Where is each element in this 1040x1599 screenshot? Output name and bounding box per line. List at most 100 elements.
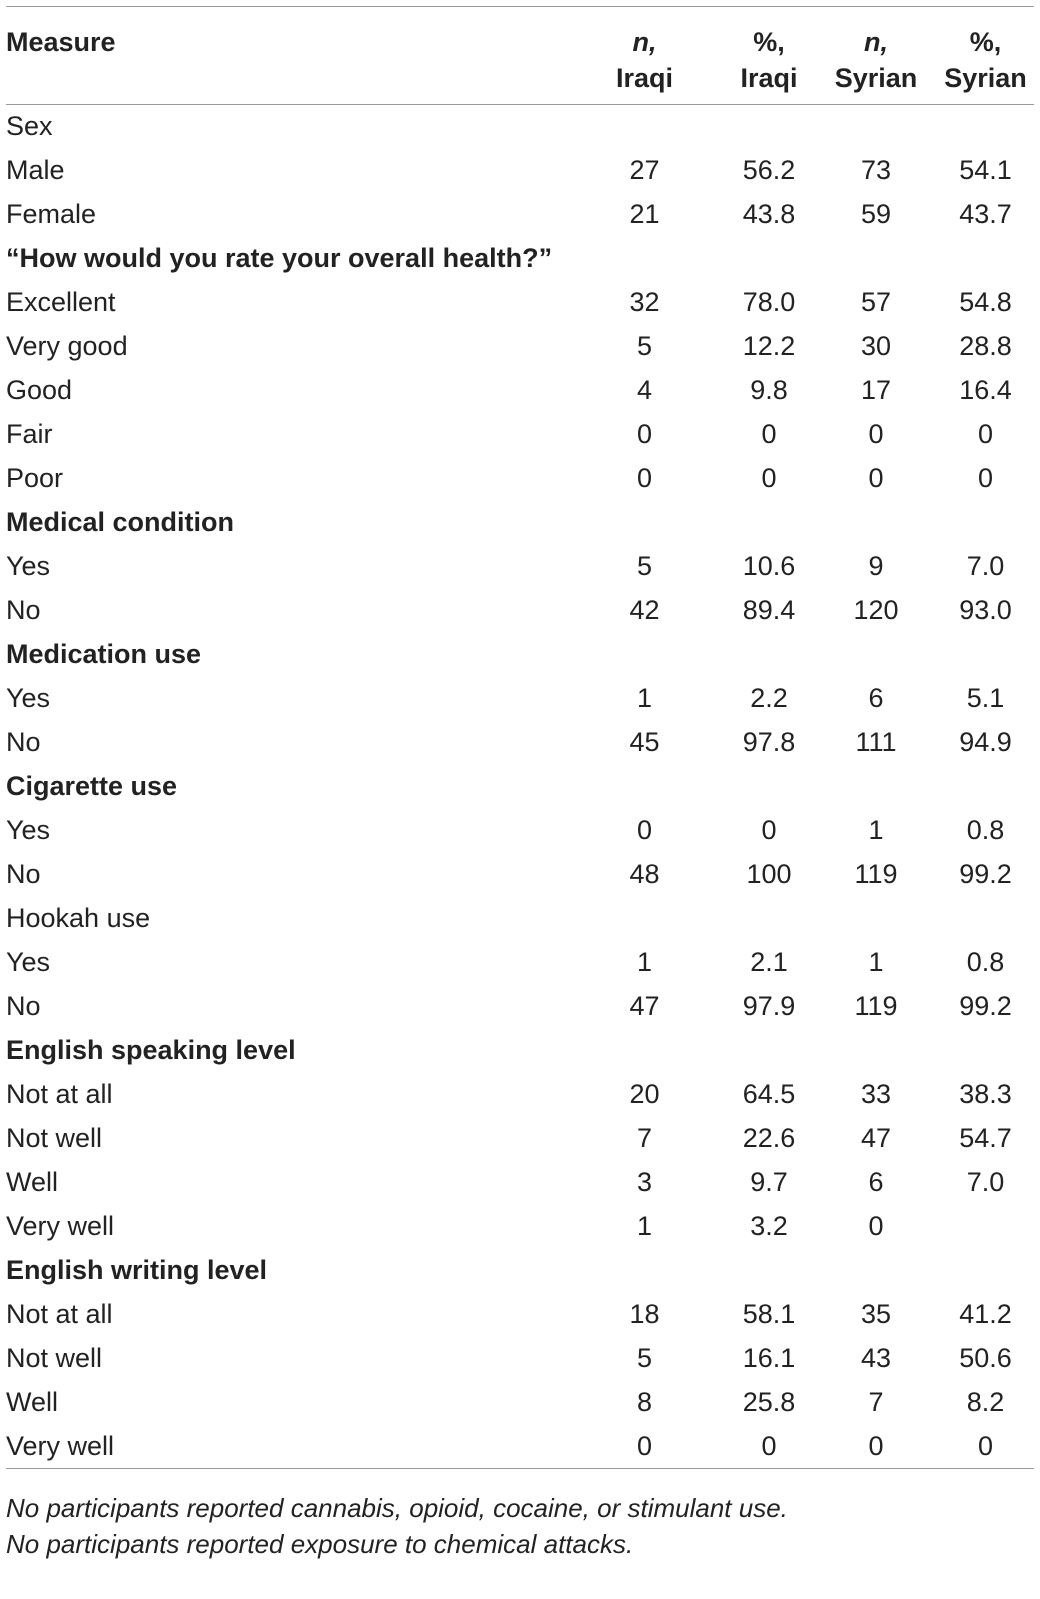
cell-value: 47 [629,991,660,1021]
cell-value [566,105,723,149]
table-row: Fair 0 0 0 0 [6,413,1034,457]
cell-value: 47 [860,1123,892,1153]
cell-value: 9.7 [750,1167,788,1197]
table-row: Good 4 9.8 17 16.4 [6,369,1034,413]
cell-value [723,237,815,281]
row-label: Sex [6,111,53,142]
cell-value: 0 [977,463,994,493]
cell-value [937,1029,1034,1073]
cell-value: 0 [761,419,777,449]
cell-value [815,237,937,281]
cell-value: 12.2 [742,331,796,361]
cell-value: 59 [860,199,892,229]
cell-value: 0 [761,1430,777,1461]
cell-value [937,237,1034,281]
cell-value: 100 [746,859,792,889]
cell-value: 0 [761,463,777,493]
table-row: “How would you rate your overall health?… [6,237,1034,281]
table-row: Female 21 43.8 59 43.7 [6,193,1034,237]
row-label: Yes [6,683,51,713]
cell-value [566,1249,723,1293]
table-row: English writing level [6,1249,1034,1293]
cell-value [937,501,1034,545]
table-row: Not at all 20 64.5 33 38.3 [6,1073,1034,1117]
cell-value: 78.0 [742,287,796,317]
cell-value: 32 [629,287,660,317]
row-label: Poor [6,463,64,493]
table-row: English speaking level [6,1029,1034,1073]
table-row: Male 27 56.2 73 54.1 [6,149,1034,193]
cell-value: 97.8 [742,727,796,757]
table-row: Yes 1 2.2 6 5.1 [6,677,1034,721]
table-footnotes: No participants reported cannabis, opioi… [6,1490,788,1562]
cell-value [815,897,937,941]
cell-value: 0 [636,1430,653,1461]
cell-value [815,765,937,809]
cell-value: 0 [977,1430,994,1461]
row-label: Not at all [6,1079,113,1109]
cell-value: 5 [636,331,653,361]
cell-value: 1 [868,947,884,977]
row-label: Very well [6,1211,115,1241]
header-line: Syrian [944,63,1027,93]
cell-value [723,501,815,545]
row-label: “How would you rate your overall health?… [6,243,553,273]
cell-value: 99.2 [959,991,1012,1021]
header-line: Iraqi [615,63,674,93]
cell-value [815,105,937,149]
cell-value: 43 [860,1343,892,1373]
table-row: Yes 1 2.1 1 0.8 [6,941,1034,985]
cell-value: 7 [868,1387,884,1417]
table-row: Very well 0 0 0 0 [6,1425,1034,1469]
row-label: Medical condition [6,507,235,537]
cell-value: 93.0 [959,595,1012,625]
table-row: Very good 5 12.2 30 28.8 [6,325,1034,369]
table-row: No 45 97.8 111 94.9 [6,721,1034,765]
row-label: Male [6,155,65,185]
cell-value: 8.2 [966,1387,1005,1417]
cell-value: 111 [855,727,897,757]
cell-value: 89.4 [742,595,796,625]
cell-value: 16.1 [742,1343,796,1373]
row-label: Very good [6,331,128,361]
row-label: Female [6,199,97,229]
table-row: Sex [6,105,1034,149]
table-row: Not well 7 22.6 47 54.7 [6,1117,1034,1161]
cell-value [937,105,1034,149]
cell-value [815,501,937,545]
cell-value: 64.5 [742,1079,796,1109]
row-label: Well [6,1167,59,1197]
cell-value [723,1029,815,1073]
cell-value: 99.2 [959,859,1012,889]
cell-value: 38.3 [959,1079,1012,1109]
cell-value: 5.1 [966,683,1005,713]
table-row: Not at all 18 58.1 35 41.2 [6,1293,1034,1337]
cell-value: 9.8 [750,375,788,405]
row-label: Yes [6,815,51,845]
cell-value: 7.0 [966,551,1005,581]
cell-value: 41.2 [959,1299,1012,1329]
table-row: No 42 89.4 120 93.0 [6,589,1034,633]
cell-value [937,765,1034,809]
header-row: Measure n, Iraqi%, Iraqi n, Syrian%, Syrian [6,6,1034,105]
cell-value: 0 [761,815,777,845]
row-label: English speaking level [6,1035,296,1065]
table-row: Hookah use [6,897,1034,941]
table-row: Not well 5 16.1 43 50.6 [6,1337,1034,1381]
cell-value: 50.6 [959,1343,1012,1373]
cell-value: 16.4 [959,375,1012,405]
cell-value: 35 [860,1299,892,1329]
cell-value: 10.6 [742,551,796,581]
row-label: Yes [6,947,51,977]
cell-value: 1 [868,815,884,845]
cell-value: 2.2 [750,683,788,713]
cell-value: 42 [629,595,660,625]
header-line: Measure [6,27,116,57]
cell-value [723,765,815,809]
cell-value: 0 [868,1211,884,1241]
table-row: Medical condition [6,501,1034,545]
cell-value: 0 [636,463,653,493]
cell-value [566,765,723,809]
header-line: Syrian [834,63,918,93]
